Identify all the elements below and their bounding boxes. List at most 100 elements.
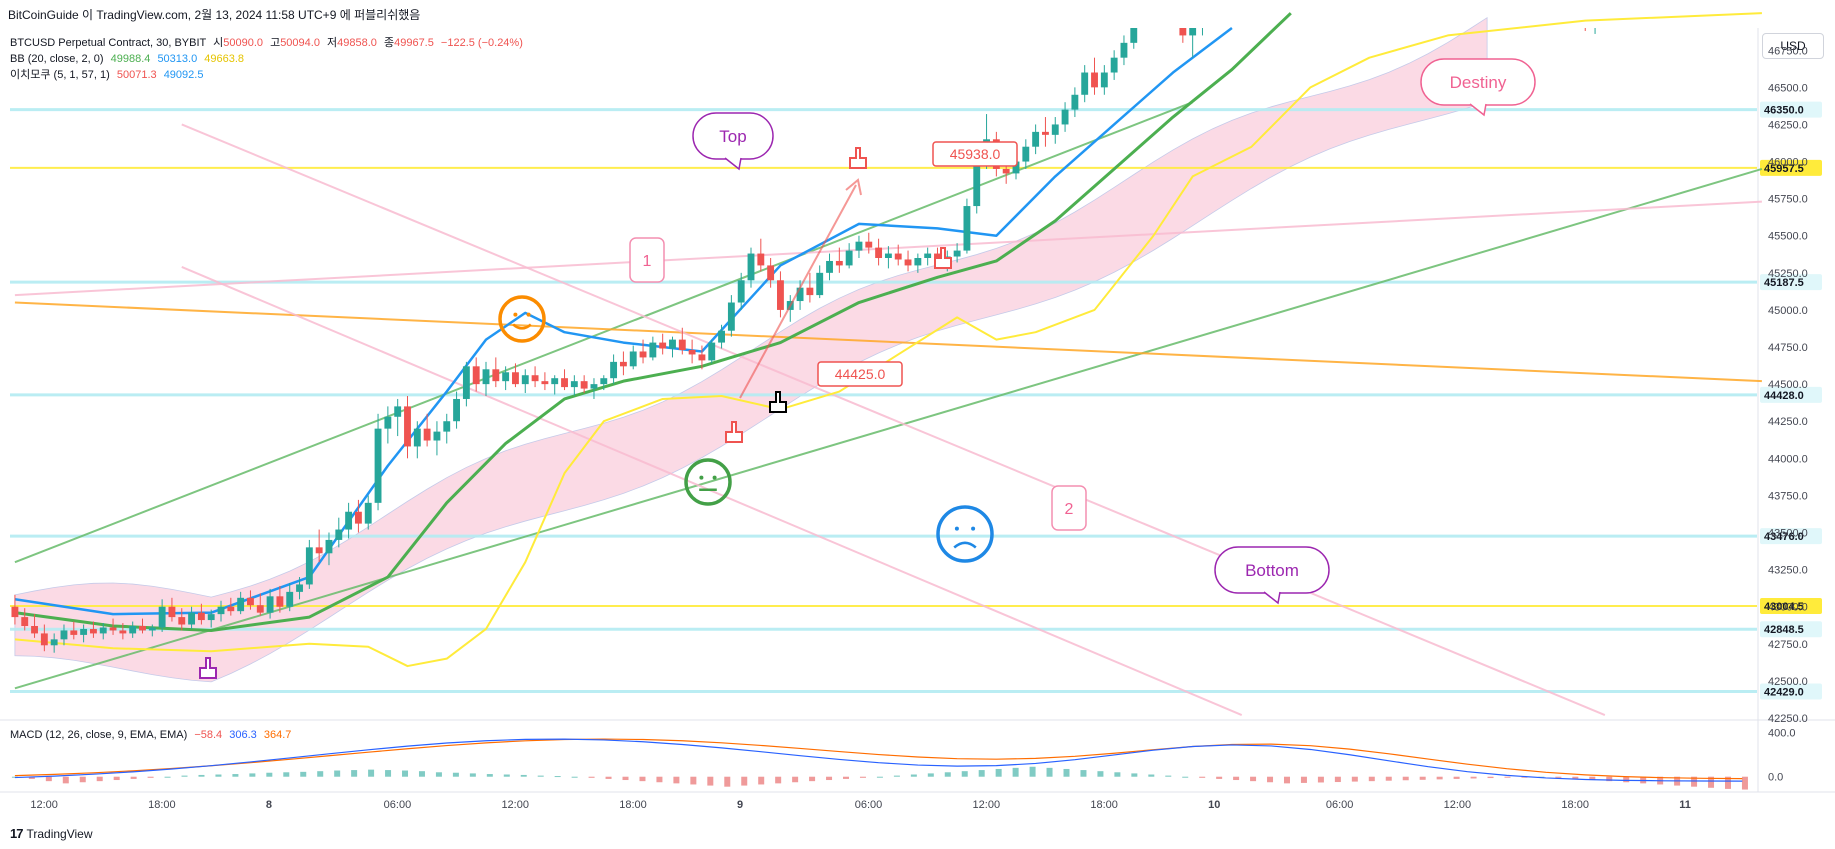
macd-hist-bar-57 bbox=[978, 770, 985, 777]
happy-face-eye-r bbox=[526, 312, 531, 317]
macd-hist-bar-29 bbox=[503, 774, 510, 777]
macd-hist-bar-35 bbox=[605, 776, 612, 779]
candle-108 bbox=[1071, 94, 1079, 110]
trend-green-upper bbox=[14, 101, 1194, 564]
wave-2-box bbox=[1051, 485, 1087, 531]
candle-80 bbox=[796, 287, 804, 302]
publisher-attribution: BitCoinGuide 이 TradingView.com, 2월 13, 2… bbox=[8, 8, 421, 22]
candle-102 bbox=[1012, 161, 1020, 174]
macd-hist-bar-34 bbox=[588, 776, 595, 778]
bb-upper-value: 50313.0 bbox=[157, 53, 198, 65]
macd-hist-bar-40 bbox=[690, 776, 697, 785]
currency-selector[interactable]: USD bbox=[1762, 33, 1824, 59]
candle-109 bbox=[1081, 72, 1089, 95]
candle-122 bbox=[1209, 6, 1216, 13]
sad-face-eye-r bbox=[971, 526, 976, 531]
level-label-1: 45957.5 bbox=[1764, 163, 1804, 175]
candle-15 bbox=[158, 606, 166, 628]
macd-hist-bar-95 bbox=[1623, 776, 1630, 783]
candles-group bbox=[11, 0, 1596, 653]
change-value: −122.5 (−0.24%) bbox=[440, 37, 523, 49]
price-tick-2: 46250.0 bbox=[1768, 119, 1808, 131]
candle-64 bbox=[639, 351, 647, 358]
macd-hist-bar-46 bbox=[792, 776, 799, 783]
candle-72 bbox=[718, 330, 725, 343]
candle-14 bbox=[148, 627, 156, 631]
price-callout-2-box bbox=[932, 141, 1018, 167]
candle-21 bbox=[217, 606, 225, 615]
macd-hist-bar-87 bbox=[1487, 776, 1494, 779]
macd-hist-bar-7 bbox=[130, 776, 137, 779]
candle-22 bbox=[227, 606, 235, 612]
level-label-2: 45187.5 bbox=[1764, 277, 1804, 289]
happy-face-icon bbox=[498, 295, 546, 343]
hand-marker-1-icon bbox=[199, 657, 217, 679]
macd-hist-bar-83 bbox=[1419, 776, 1426, 780]
bottom-note-tail bbox=[1263, 591, 1281, 605]
symbol-legend: BTCUSD Perpetual Contract, 30, BYBIT 시50… bbox=[10, 36, 523, 50]
candle-53 bbox=[531, 375, 539, 382]
level-label-7: 42429.0 bbox=[1764, 686, 1804, 698]
price-tick-4: 45750.0 bbox=[1768, 194, 1808, 206]
candle-52 bbox=[521, 375, 529, 385]
candle-110 bbox=[1091, 72, 1098, 88]
bb-upper-line bbox=[14, 27, 1233, 616]
macd-hist-bar-10 bbox=[181, 775, 188, 777]
macd-hist-bar-64 bbox=[1097, 771, 1104, 777]
candle-88 bbox=[875, 247, 883, 258]
macd-hist-bar-6 bbox=[113, 776, 120, 781]
sad-face-mouth bbox=[953, 541, 977, 549]
wave-1-box bbox=[629, 237, 665, 283]
macd-hist-bar-15 bbox=[266, 772, 273, 777]
candle-25 bbox=[256, 605, 264, 613]
candle-50 bbox=[502, 372, 510, 382]
macd-hist-bar-24 bbox=[418, 771, 425, 777]
price-tick-5: 45500.0 bbox=[1768, 231, 1808, 243]
macd-hist-bar-70 bbox=[1199, 776, 1206, 778]
macd-hist-bar-91 bbox=[1555, 776, 1562, 778]
level-label-3: 44428.0 bbox=[1764, 390, 1804, 402]
time-tick-13: 18:00 bbox=[1561, 799, 1589, 811]
footer-brand[interactable]: TradingView bbox=[26, 826, 93, 841]
macd-hist-bar-11 bbox=[198, 774, 205, 777]
time-tick-9: 18:00 bbox=[1090, 799, 1118, 811]
candle-71 bbox=[708, 342, 716, 361]
macd-hist-bar-8 bbox=[147, 776, 154, 778]
macd-hist-bar-66 bbox=[1131, 773, 1138, 777]
macd-hist-bar-47 bbox=[809, 776, 816, 782]
candle-118 bbox=[1170, 0, 1177, 13]
candle-93 bbox=[924, 253, 932, 258]
candle-5 bbox=[60, 630, 68, 640]
ichimoku-legend: 이치모쿠 (5, 1, 57, 1) 50071.3 49092.5 bbox=[10, 68, 203, 82]
candle-60 bbox=[600, 378, 608, 385]
candle-10 bbox=[109, 627, 117, 631]
price-callout-2-text: 45938.0 bbox=[950, 146, 1001, 162]
candle-116 bbox=[1150, 0, 1157, 6]
macd-hist-bar-94 bbox=[1606, 776, 1613, 782]
close-value: 49967.5 bbox=[394, 37, 434, 49]
candle-120 bbox=[1189, 28, 1197, 36]
macd-hist-bar-92 bbox=[1572, 776, 1579, 779]
macd-legend: MACD (12, 26, close, 9, EMA, EMA) −58.4 … bbox=[10, 728, 291, 742]
macd-hist-bar-28 bbox=[486, 774, 493, 777]
candle-83 bbox=[826, 260, 833, 273]
bb-basis-line bbox=[14, 12, 1292, 632]
close-label: 종 bbox=[383, 37, 395, 49]
macd-hist-bar-41 bbox=[707, 776, 714, 786]
level-label-bg-7 bbox=[1760, 683, 1822, 700]
candle-20 bbox=[207, 614, 215, 621]
macd-hist-bar-52 bbox=[893, 775, 900, 777]
macd-hist-bar-42 bbox=[724, 776, 731, 787]
footer: 17 TradingView bbox=[10, 826, 93, 841]
trend-pink-upper bbox=[181, 123, 1606, 716]
macd-signal-line bbox=[14, 738, 1743, 780]
candle-57 bbox=[570, 381, 578, 388]
candle-55 bbox=[551, 378, 559, 385]
candle-56 bbox=[561, 378, 568, 388]
macd-hist-bar-99 bbox=[1691, 776, 1698, 787]
macd-hist-bar-74 bbox=[1267, 776, 1274, 783]
candle-23 bbox=[237, 597, 245, 612]
candle-62 bbox=[619, 361, 627, 367]
bb-basis-value: 49988.4 bbox=[110, 53, 151, 65]
